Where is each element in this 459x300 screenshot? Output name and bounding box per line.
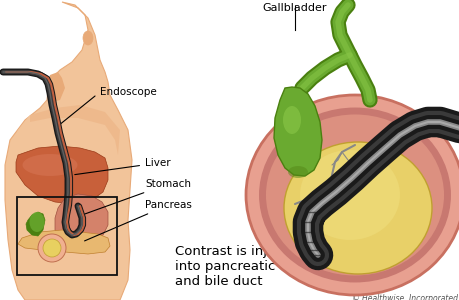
Polygon shape bbox=[26, 212, 45, 236]
Polygon shape bbox=[8, 108, 118, 295]
Ellipse shape bbox=[29, 212, 45, 232]
Bar bbox=[17, 197, 117, 275]
Text: Liver: Liver bbox=[74, 158, 170, 175]
Polygon shape bbox=[30, 105, 120, 155]
Text: Pancreas: Pancreas bbox=[84, 200, 191, 241]
Text: Stomach: Stomach bbox=[84, 179, 190, 214]
Ellipse shape bbox=[282, 106, 300, 134]
Ellipse shape bbox=[38, 234, 66, 262]
Ellipse shape bbox=[262, 111, 447, 279]
Ellipse shape bbox=[22, 154, 77, 176]
Text: Contrast is injected
into pancreatic duct
and bile duct: Contrast is injected into pancreatic duc… bbox=[174, 245, 308, 288]
Polygon shape bbox=[16, 146, 108, 204]
Ellipse shape bbox=[83, 31, 93, 45]
Text: Bile duct: Bile duct bbox=[354, 148, 433, 163]
Text: © Healthwise, Incorporated: © Healthwise, Incorporated bbox=[351, 294, 457, 300]
Polygon shape bbox=[18, 230, 110, 254]
Polygon shape bbox=[47, 72, 65, 102]
Ellipse shape bbox=[299, 150, 399, 240]
Ellipse shape bbox=[43, 239, 61, 257]
Polygon shape bbox=[274, 87, 321, 176]
Polygon shape bbox=[55, 194, 108, 244]
Ellipse shape bbox=[246, 95, 459, 295]
Ellipse shape bbox=[283, 142, 431, 274]
Text: Gallbladder: Gallbladder bbox=[262, 3, 326, 13]
Ellipse shape bbox=[287, 166, 308, 178]
Polygon shape bbox=[5, 2, 132, 300]
Text: Endoscope: Endoscope bbox=[55, 87, 157, 128]
Text: Pancreatic
duct: Pancreatic duct bbox=[347, 201, 435, 226]
